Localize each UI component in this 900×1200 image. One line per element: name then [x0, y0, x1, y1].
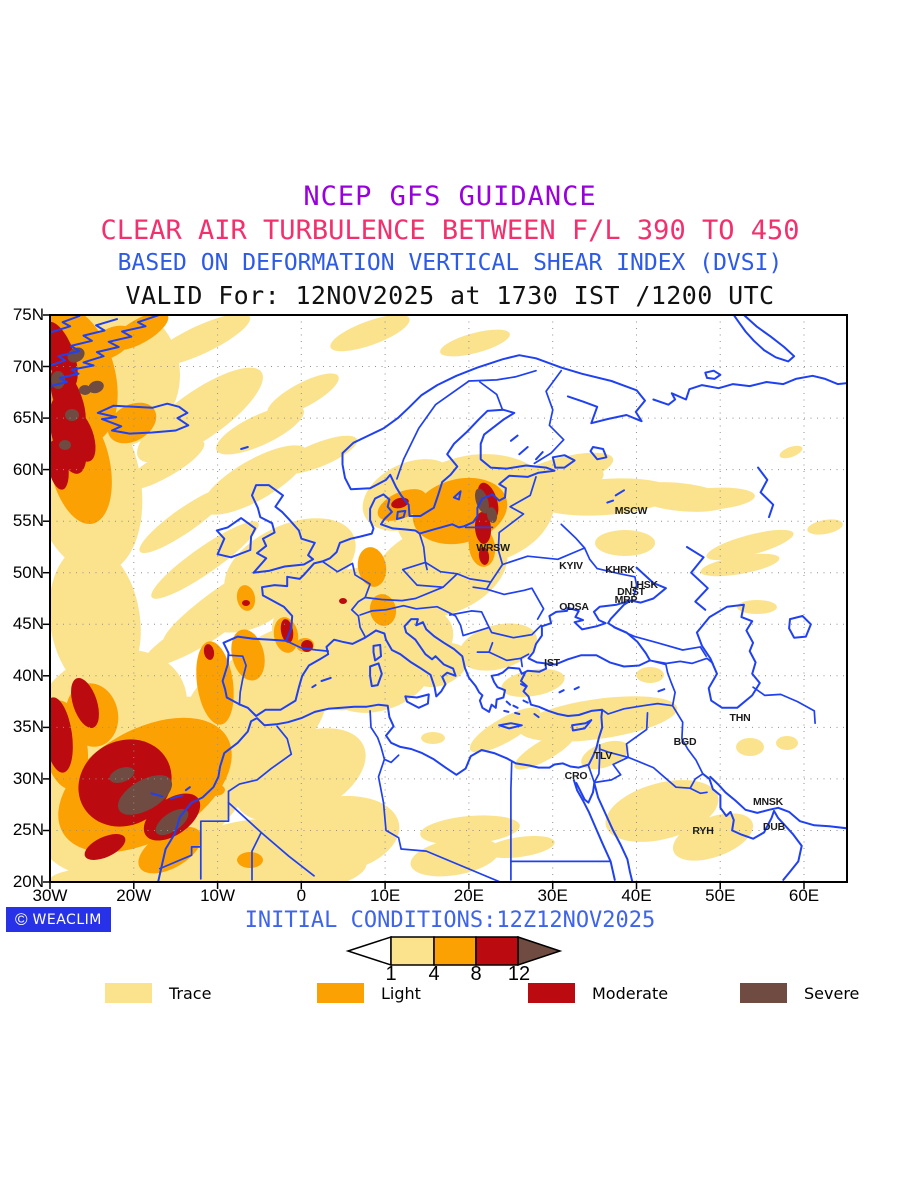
lon-tick-label: 60E — [788, 886, 820, 905]
colorbar-tick-12: 12 — [507, 963, 531, 985]
legend-label-moderate: Moderate — [592, 984, 669, 1003]
lat-tick-label: 75N — [12, 305, 44, 324]
city-label-bgd: BGD — [673, 736, 697, 748]
colorbar-tick-8: 8 — [470, 963, 482, 985]
lat-tick-label: 25N — [12, 820, 44, 840]
copyright-icon: © — [15, 910, 28, 929]
legend-swatch-light — [317, 983, 364, 1003]
weaclim-badge: © WEACLIM — [6, 907, 111, 932]
legend-label-light: Light — [381, 984, 421, 1003]
city-label-mscw: MSCW — [614, 505, 648, 517]
lat-tick-label: 40N — [12, 665, 44, 685]
city-label-ist: IST — [544, 657, 560, 669]
lon-tick-label: 50E — [705, 886, 736, 905]
city-label-dnst: DNST — [617, 586, 645, 598]
colorbar-tick-1: 1 — [385, 963, 397, 985]
lon-tick-label: 0 — [296, 886, 307, 905]
lat-tick-label: 55N — [12, 511, 44, 531]
legend-swatch-severe — [740, 983, 787, 1003]
city-label-ryh: RYH — [692, 825, 714, 837]
city-label-tlv: TLV — [593, 750, 613, 762]
legend-swatch-moderate — [528, 983, 575, 1003]
colorbar-tick-4: 4 — [428, 963, 440, 985]
lat-tick-label: 65N — [12, 408, 44, 428]
lon-tick-label: 20W — [116, 886, 152, 905]
city-label-thn: THN — [729, 712, 751, 724]
initial-conditions-text: INITIAL CONDITIONS:12Z12NOV2025 — [244, 908, 656, 933]
city-label-mnsk: MNSK — [752, 796, 784, 808]
legend-label-severe: Severe — [804, 984, 860, 1003]
lat-tick-label: 45N — [12, 614, 44, 634]
lon-tick-label: 10W — [200, 886, 236, 905]
lat-tick-label: 20N — [12, 871, 44, 891]
weaclim-label: WEACLIM — [32, 911, 102, 928]
lon-tick-label: 20E — [453, 886, 485, 905]
legend-label-trace: Trace — [169, 984, 212, 1003]
lon-tick-label: 40E — [621, 886, 652, 905]
lon-tick-label: 10E — [369, 886, 401, 905]
lat-tick-label: 35N — [12, 717, 44, 737]
city-label-cro: CRO — [564, 770, 588, 782]
city-label-mrp: MRP — [614, 594, 638, 606]
title-valid-time: VALID For: 12NOV2025 at 1730 IST /1200 U… — [125, 281, 775, 310]
city-label-kyiv: KYIV — [559, 560, 583, 572]
title-product: CLEAR AIR TURBULENCE BETWEEN F/L 390 TO … — [100, 215, 800, 246]
lon-tick-label: 30E — [537, 886, 568, 905]
city-label-dub: DUB — [762, 821, 786, 833]
city-label-lhsk: LHSK — [630, 579, 658, 591]
title-method: BASED ON DEFORMATION VERTICAL SHEAR INDE… — [117, 250, 783, 276]
city-label-wrsw: WRSW — [476, 542, 510, 554]
lat-tick-label: 70N — [12, 356, 44, 376]
lat-tick-label: 50N — [12, 562, 44, 582]
lat-tick-label: 60N — [12, 459, 44, 479]
title-model: NCEP GFS GUIDANCE — [303, 181, 597, 212]
lon-tick-label: 30W — [32, 886, 68, 905]
turbulence-map-canvas — [43, 314, 848, 889]
city-label-odsa: ODSA — [559, 601, 589, 613]
legend-swatch-trace — [105, 983, 152, 1003]
turbulence-colorbar — [345, 935, 563, 967]
lat-tick-label: 30N — [12, 768, 44, 788]
city-label-khrk: KHRK — [605, 564, 635, 576]
